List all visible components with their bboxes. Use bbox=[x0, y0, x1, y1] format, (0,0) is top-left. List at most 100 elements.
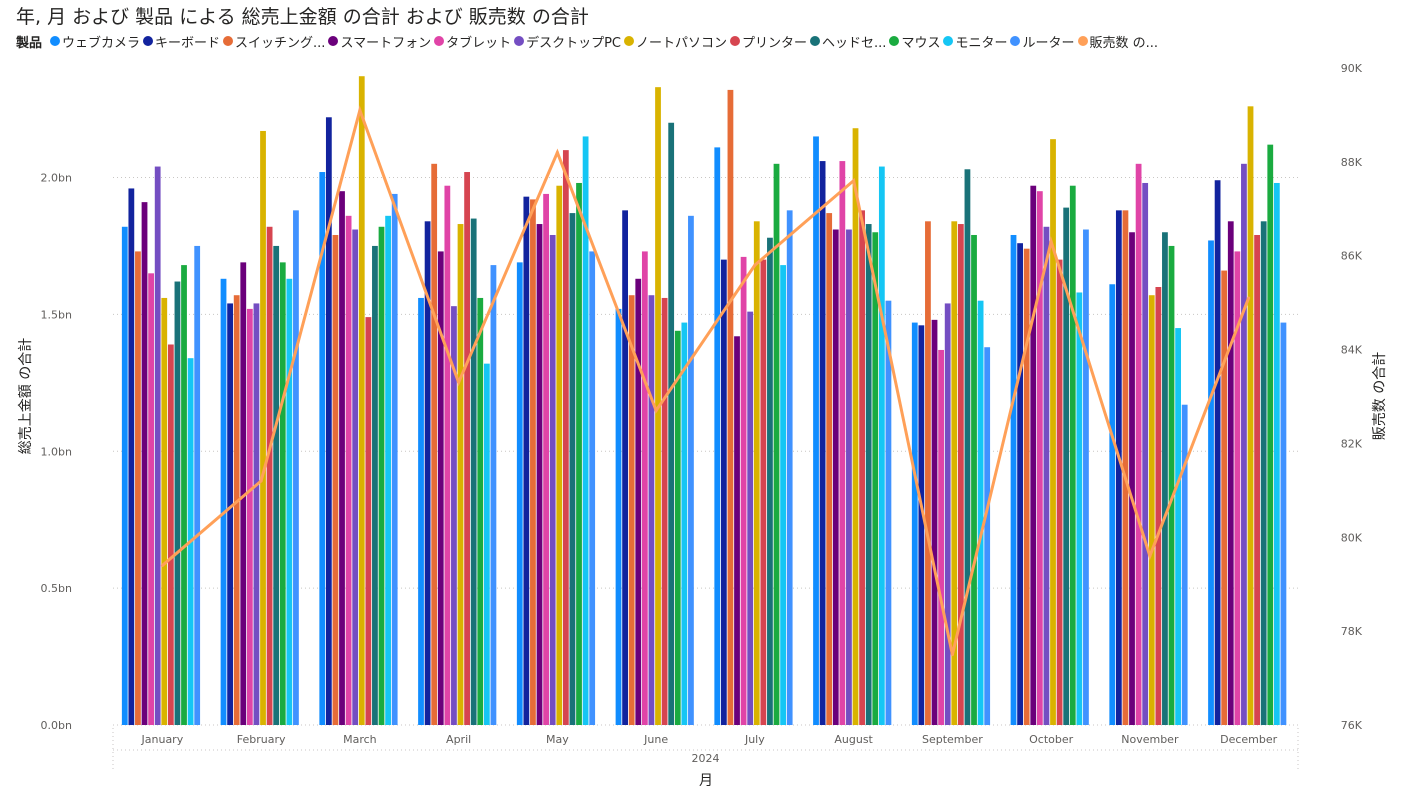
bar[interactable] bbox=[938, 349, 944, 725]
bar[interactable] bbox=[477, 297, 484, 725]
bar[interactable] bbox=[681, 322, 688, 725]
bar[interactable] bbox=[293, 210, 299, 726]
bar[interactable] bbox=[483, 363, 490, 725]
bar[interactable] bbox=[859, 210, 865, 726]
legend-entry[interactable]: キーボード bbox=[143, 32, 220, 51]
bar[interactable] bbox=[635, 278, 642, 725]
bar[interactable] bbox=[773, 163, 780, 725]
bar[interactable] bbox=[1227, 221, 1234, 726]
bar[interactable] bbox=[688, 215, 694, 725]
line-point[interactable] bbox=[259, 479, 263, 483]
bar[interactable] bbox=[286, 278, 293, 725]
bar[interactable] bbox=[1050, 139, 1056, 726]
bar[interactable] bbox=[753, 221, 760, 726]
legend-entry[interactable]: ヘッドセ... bbox=[810, 32, 886, 51]
bar[interactable] bbox=[543, 193, 549, 726]
bar[interactable] bbox=[253, 303, 260, 725]
bar[interactable] bbox=[365, 317, 372, 725]
bar[interactable] bbox=[154, 166, 161, 726]
bar[interactable] bbox=[1129, 232, 1135, 725]
bar[interactable] bbox=[878, 166, 885, 726]
bar[interactable] bbox=[240, 262, 247, 725]
bar[interactable] bbox=[780, 265, 786, 725]
bar[interactable] bbox=[1076, 292, 1083, 725]
bar[interactable] bbox=[549, 234, 556, 726]
bar[interactable] bbox=[418, 297, 424, 725]
bar[interactable] bbox=[964, 169, 971, 726]
bar[interactable] bbox=[1280, 322, 1287, 725]
bar[interactable] bbox=[1181, 404, 1188, 725]
bar[interactable] bbox=[925, 221, 931, 726]
bar[interactable] bbox=[562, 150, 569, 725]
bar[interactable] bbox=[734, 336, 740, 725]
bar[interactable] bbox=[1214, 180, 1221, 726]
bar[interactable] bbox=[648, 295, 655, 725]
bar[interactable] bbox=[424, 221, 431, 726]
bar[interactable] bbox=[569, 213, 576, 725]
bar[interactable] bbox=[786, 210, 793, 726]
bar[interactable] bbox=[181, 265, 187, 725]
bar[interactable] bbox=[490, 265, 497, 725]
line-point[interactable] bbox=[852, 179, 856, 183]
bar[interactable] bbox=[352, 229, 359, 725]
bar[interactable] bbox=[747, 311, 754, 725]
bar[interactable] bbox=[760, 259, 767, 725]
bar[interactable] bbox=[1273, 182, 1280, 726]
bar[interactable] bbox=[1135, 163, 1142, 725]
bar[interactable] bbox=[457, 224, 464, 725]
bar[interactable] bbox=[167, 344, 174, 725]
bar[interactable] bbox=[345, 215, 352, 725]
line-point[interactable] bbox=[160, 563, 164, 567]
bar[interactable] bbox=[576, 182, 582, 726]
bar[interactable] bbox=[378, 226, 385, 725]
legend-entry[interactable]: タブレット bbox=[434, 32, 511, 51]
bar[interactable] bbox=[260, 130, 266, 725]
bar[interactable] bbox=[839, 161, 846, 725]
bar[interactable] bbox=[141, 202, 148, 725]
bar[interactable] bbox=[1267, 144, 1274, 725]
bar[interactable] bbox=[622, 210, 628, 726]
bar[interactable] bbox=[826, 213, 833, 725]
bar[interactable] bbox=[582, 136, 589, 725]
bar[interactable] bbox=[1023, 248, 1030, 726]
line-path[interactable] bbox=[161, 105, 1251, 655]
bar[interactable] bbox=[128, 188, 135, 725]
bar[interactable] bbox=[957, 224, 964, 725]
bar[interactable] bbox=[674, 330, 681, 725]
bar[interactable] bbox=[121, 226, 128, 725]
bar[interactable] bbox=[339, 191, 345, 725]
line-point[interactable] bbox=[1049, 240, 1053, 244]
bar[interactable] bbox=[615, 308, 622, 725]
bar[interactable] bbox=[1162, 232, 1168, 725]
bar[interactable] bbox=[1115, 210, 1122, 726]
line-point[interactable] bbox=[457, 380, 461, 384]
bar[interactable] bbox=[852, 128, 859, 726]
bar[interactable] bbox=[951, 221, 958, 726]
bar[interactable] bbox=[1168, 245, 1175, 725]
bar[interactable] bbox=[1122, 210, 1129, 726]
line-point[interactable] bbox=[358, 108, 362, 112]
bar[interactable] bbox=[931, 319, 938, 725]
bar[interactable] bbox=[516, 262, 523, 725]
bar[interactable] bbox=[832, 229, 839, 725]
bar[interactable] bbox=[1241, 163, 1247, 725]
line-point[interactable] bbox=[1247, 296, 1251, 300]
bar[interactable] bbox=[1109, 284, 1116, 725]
bar[interactable] bbox=[727, 89, 734, 725]
bar[interactable] bbox=[918, 325, 925, 725]
line-point[interactable] bbox=[555, 150, 559, 154]
bar[interactable] bbox=[846, 229, 852, 725]
bar[interactable] bbox=[714, 147, 721, 725]
bar[interactable] bbox=[1234, 251, 1241, 725]
bar[interactable] bbox=[1175, 328, 1181, 725]
bar[interactable] bbox=[227, 303, 233, 725]
bar[interactable] bbox=[1260, 221, 1267, 726]
bar[interactable] bbox=[865, 224, 872, 725]
bar[interactable] bbox=[872, 232, 879, 725]
bar[interactable] bbox=[1221, 270, 1228, 725]
legend-entry[interactable]: モニター bbox=[943, 32, 1007, 51]
bar[interactable] bbox=[220, 278, 227, 725]
bar[interactable] bbox=[135, 251, 141, 725]
bar[interactable] bbox=[332, 234, 339, 726]
bar[interactable] bbox=[589, 251, 596, 725]
